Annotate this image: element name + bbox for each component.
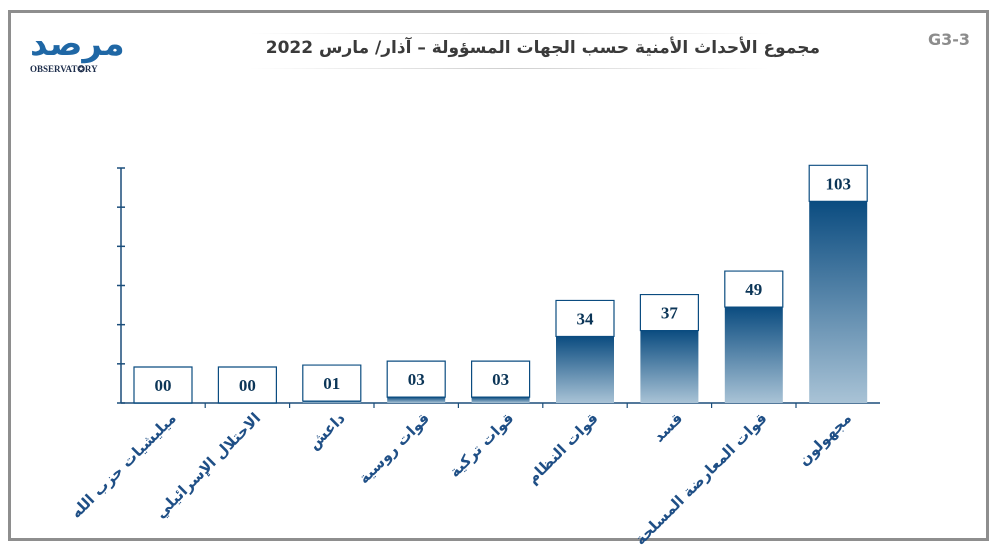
category-label-8: مجهولون xyxy=(795,409,855,469)
value-label-0: 00 xyxy=(155,376,172,395)
category-label-6: قسد xyxy=(650,409,687,446)
value-label-7: 49 xyxy=(745,280,762,299)
value-label-2: 01 xyxy=(323,374,340,393)
bar-7 xyxy=(724,307,783,403)
title-divider-top xyxy=(250,33,770,34)
bar-3 xyxy=(387,397,446,403)
value-label-1: 00 xyxy=(239,376,256,395)
value-box-6 xyxy=(639,293,699,332)
bar-8 xyxy=(809,201,868,403)
value-label-3: 03 xyxy=(408,370,425,389)
figure-code: G3-3 xyxy=(928,30,971,49)
bar-2 xyxy=(302,401,361,403)
value-label-5: 34 xyxy=(577,309,595,328)
brand-logo: مرصد OBSERVAT✪RY xyxy=(30,26,130,78)
logo-subtitle: OBSERVAT✪RY xyxy=(30,64,98,74)
category-label-2: داعش xyxy=(305,409,349,453)
value-label-4: 03 xyxy=(492,370,509,389)
bar-6 xyxy=(640,330,699,403)
category-label-3: قوات روسية xyxy=(355,409,433,487)
value-box-8 xyxy=(808,164,868,202)
value-label-8: 103 xyxy=(825,174,851,193)
value-box-5 xyxy=(555,299,615,338)
logo-wordmark: مرصد xyxy=(30,24,127,64)
value-box-7 xyxy=(724,270,784,308)
bar-4 xyxy=(471,397,530,403)
value-box-4 xyxy=(471,360,531,398)
category-label-5: قوات النظام xyxy=(523,409,601,487)
category-label-4: قوات تركية xyxy=(446,409,518,481)
value-box-3 xyxy=(386,360,446,398)
bar-5 xyxy=(556,336,614,403)
title-divider-bottom xyxy=(250,68,770,69)
value-label-6: 37 xyxy=(661,304,679,323)
value-box-2 xyxy=(302,364,362,402)
chart-title: مجموع الأحداث الأمنية حسب الجهات المسؤول… xyxy=(265,38,820,58)
